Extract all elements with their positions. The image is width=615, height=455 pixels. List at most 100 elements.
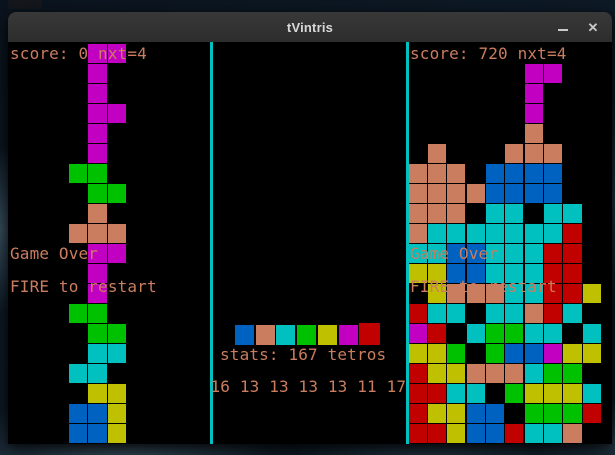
tetris-block [107,244,126,263]
tetris-block [408,244,427,263]
tetris-block [107,404,126,423]
tetris-block [524,324,543,343]
legend-block [359,323,381,345]
tetris-block [524,384,543,403]
tetris-block [88,164,107,183]
tetris-block [408,264,427,283]
tetris-block [505,304,524,323]
tetris-block [447,404,466,423]
titlebar[interactable]: tVintris ✕ [8,12,612,42]
right-restart-text: FIRE to restart [410,276,557,296]
tetris-block [408,424,427,443]
tetris-block [524,64,543,83]
tetris-block [466,424,485,443]
tetris-block [505,424,524,443]
tetris-block [447,304,466,323]
tetris-block [427,384,446,403]
legend-block [255,325,275,345]
tetris-block [544,64,563,83]
game-area[interactable]: score: 0 nxt=4 Game Over FIRE to restart… [8,42,612,444]
board-divider-left [209,42,213,444]
tetris-block [485,304,505,323]
tetris-block [524,104,543,123]
tetris-block [447,184,466,203]
tetris-block [524,364,543,383]
tetris-block [88,384,107,403]
tetris-block [505,284,524,303]
minimize-button[interactable] [552,12,574,42]
tetris-block [408,204,427,223]
tetris-block [466,284,485,303]
tetris-block [408,304,427,323]
tetris-block [107,184,126,203]
tetris-block [524,244,543,263]
tetris-block [544,164,563,183]
tetris-block [427,204,446,223]
tetris-block [107,384,126,403]
tetris-block [505,224,524,243]
tetris-block [485,364,505,383]
tetris-block [524,284,543,303]
tetris-block [544,384,563,403]
tetris-block [544,224,563,243]
legend-block [317,325,337,345]
tetris-block [544,204,563,223]
close-icon: ✕ [587,19,599,35]
legend-block [276,325,296,345]
tetris-block [447,424,466,443]
tetris-block [544,424,563,443]
tetris-block [408,344,427,363]
tetris-block [408,404,427,423]
tetris-block [88,84,107,103]
tetris-block [544,184,563,203]
tetris-block [408,324,427,343]
tetris-block [505,364,524,383]
tetris-block [485,224,505,243]
tetris-block [88,104,107,123]
stats-counts-text: 16 13 13 13 13 11 17 [210,376,407,396]
tetris-block [563,364,582,383]
tetris-block [69,404,88,423]
tetris-block [88,124,107,143]
tetris-block [447,284,466,303]
tetris-block [524,304,543,323]
tetris-block [88,204,107,223]
right-score-text: score: 720 nxt=4 [410,43,567,63]
tetris-block [563,384,582,403]
window-title: tVintris [286,19,334,35]
tetris-block [544,404,563,423]
tetris-block [447,264,466,283]
legend-block [235,325,254,345]
close-button[interactable]: ✕ [582,12,604,42]
tetris-block [505,344,524,363]
tetris-block [485,284,505,303]
left-game-over-text: Game Over [10,244,99,263]
tetris-block [427,364,446,383]
tetris-block [447,224,466,243]
tetris-block [485,244,505,263]
tetris-block [505,144,524,163]
tetris-block [69,364,88,383]
tetris-block [88,224,107,243]
tetris-block [524,344,543,363]
tetris-block [447,364,466,383]
tetris-block [466,364,485,383]
tetris-block [485,404,505,423]
tetris-block [107,324,126,343]
tetris-block [88,404,107,423]
tetris-block [563,204,582,223]
tetris-block [563,284,582,303]
tetris-block [505,204,524,223]
tetris-block [88,364,107,383]
tetris-block [408,164,427,183]
tetris-block [427,404,446,423]
tetris-block [582,344,601,363]
tetris-block [524,164,543,183]
tetris-block [427,164,446,183]
tetris-block [544,144,563,163]
tetris-block [427,264,446,283]
tetris-block [88,264,107,283]
tetris-block [107,424,126,443]
tetris-block [408,224,427,243]
